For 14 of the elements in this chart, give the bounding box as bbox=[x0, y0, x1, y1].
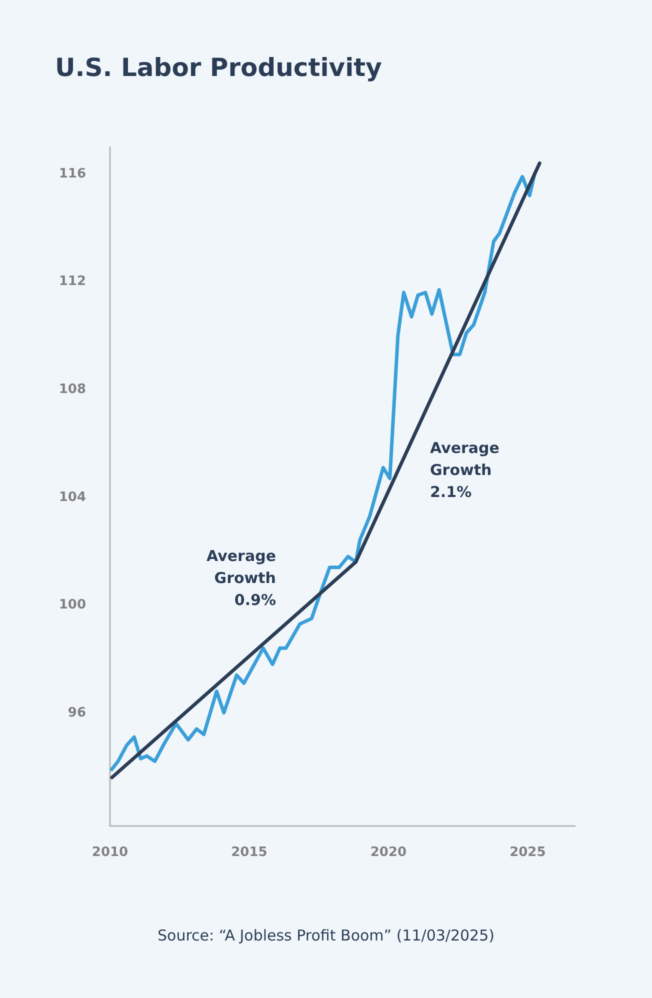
y-tick-label: 116 bbox=[58, 166, 86, 182]
y-tick-label: 104 bbox=[58, 490, 86, 505]
y-tick-label: 100 bbox=[58, 598, 86, 613]
y-tick-label: 96 bbox=[68, 705, 86, 720]
chart-title: U.S. Labor Productivity bbox=[55, 53, 382, 82]
annotation: Average Growth 0.9% bbox=[206, 547, 276, 609]
x-tick-label: 2025 bbox=[510, 845, 546, 860]
y-tick-label: 112 bbox=[58, 274, 86, 290]
x-tick-label: 2020 bbox=[370, 845, 407, 860]
x-tick-label: 2015 bbox=[231, 845, 268, 860]
source-note: Source: “A Jobless Profit Boom” (11/03/2025) bbox=[158, 926, 494, 944]
x-tick-label: 2010 bbox=[92, 845, 128, 860]
annotation: Average Growth 2.1% bbox=[430, 439, 500, 501]
y-tick-label: 108 bbox=[58, 382, 86, 397]
